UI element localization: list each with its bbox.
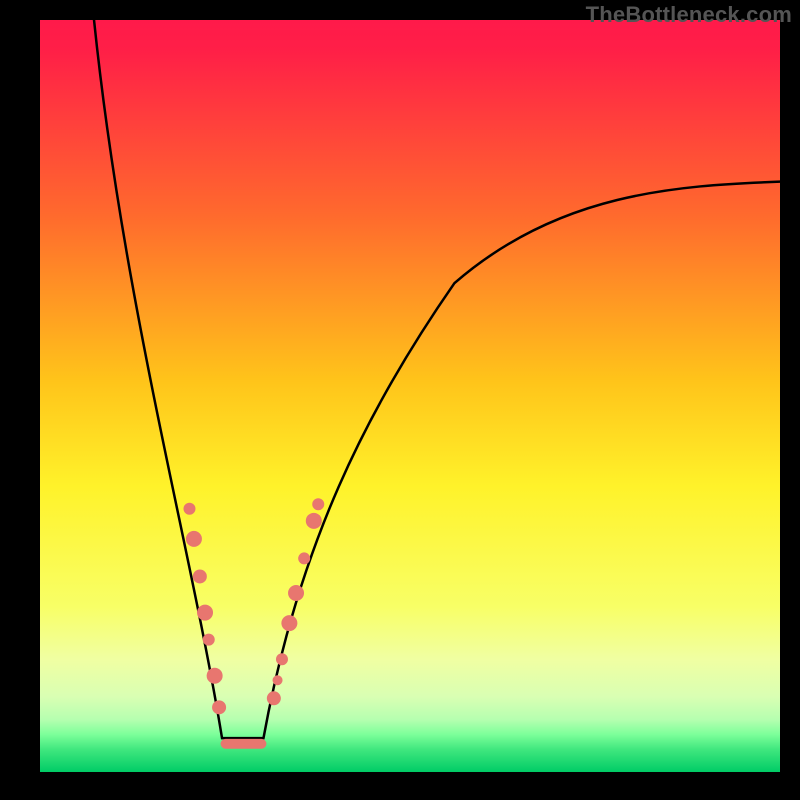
marker-dot — [203, 634, 215, 646]
marker-dot — [288, 585, 304, 601]
apex-bar — [221, 739, 267, 749]
marker-dot — [273, 675, 283, 685]
marker-dot — [281, 615, 297, 631]
marker-dot — [186, 531, 202, 547]
chart-svg — [0, 0, 800, 800]
marker-dot — [267, 691, 281, 705]
marker-dot — [276, 653, 288, 665]
watermark-text: TheBottleneck.com — [586, 2, 792, 28]
marker-dot — [207, 668, 223, 684]
chart-stage: TheBottleneck.com — [0, 0, 800, 800]
marker-dot — [312, 498, 324, 510]
gradient-background — [40, 20, 780, 772]
marker-dot — [183, 503, 195, 515]
marker-dot — [212, 700, 226, 714]
marker-dot — [193, 569, 207, 583]
marker-dot — [298, 552, 310, 564]
marker-dot — [306, 513, 322, 529]
marker-dot — [197, 605, 213, 621]
